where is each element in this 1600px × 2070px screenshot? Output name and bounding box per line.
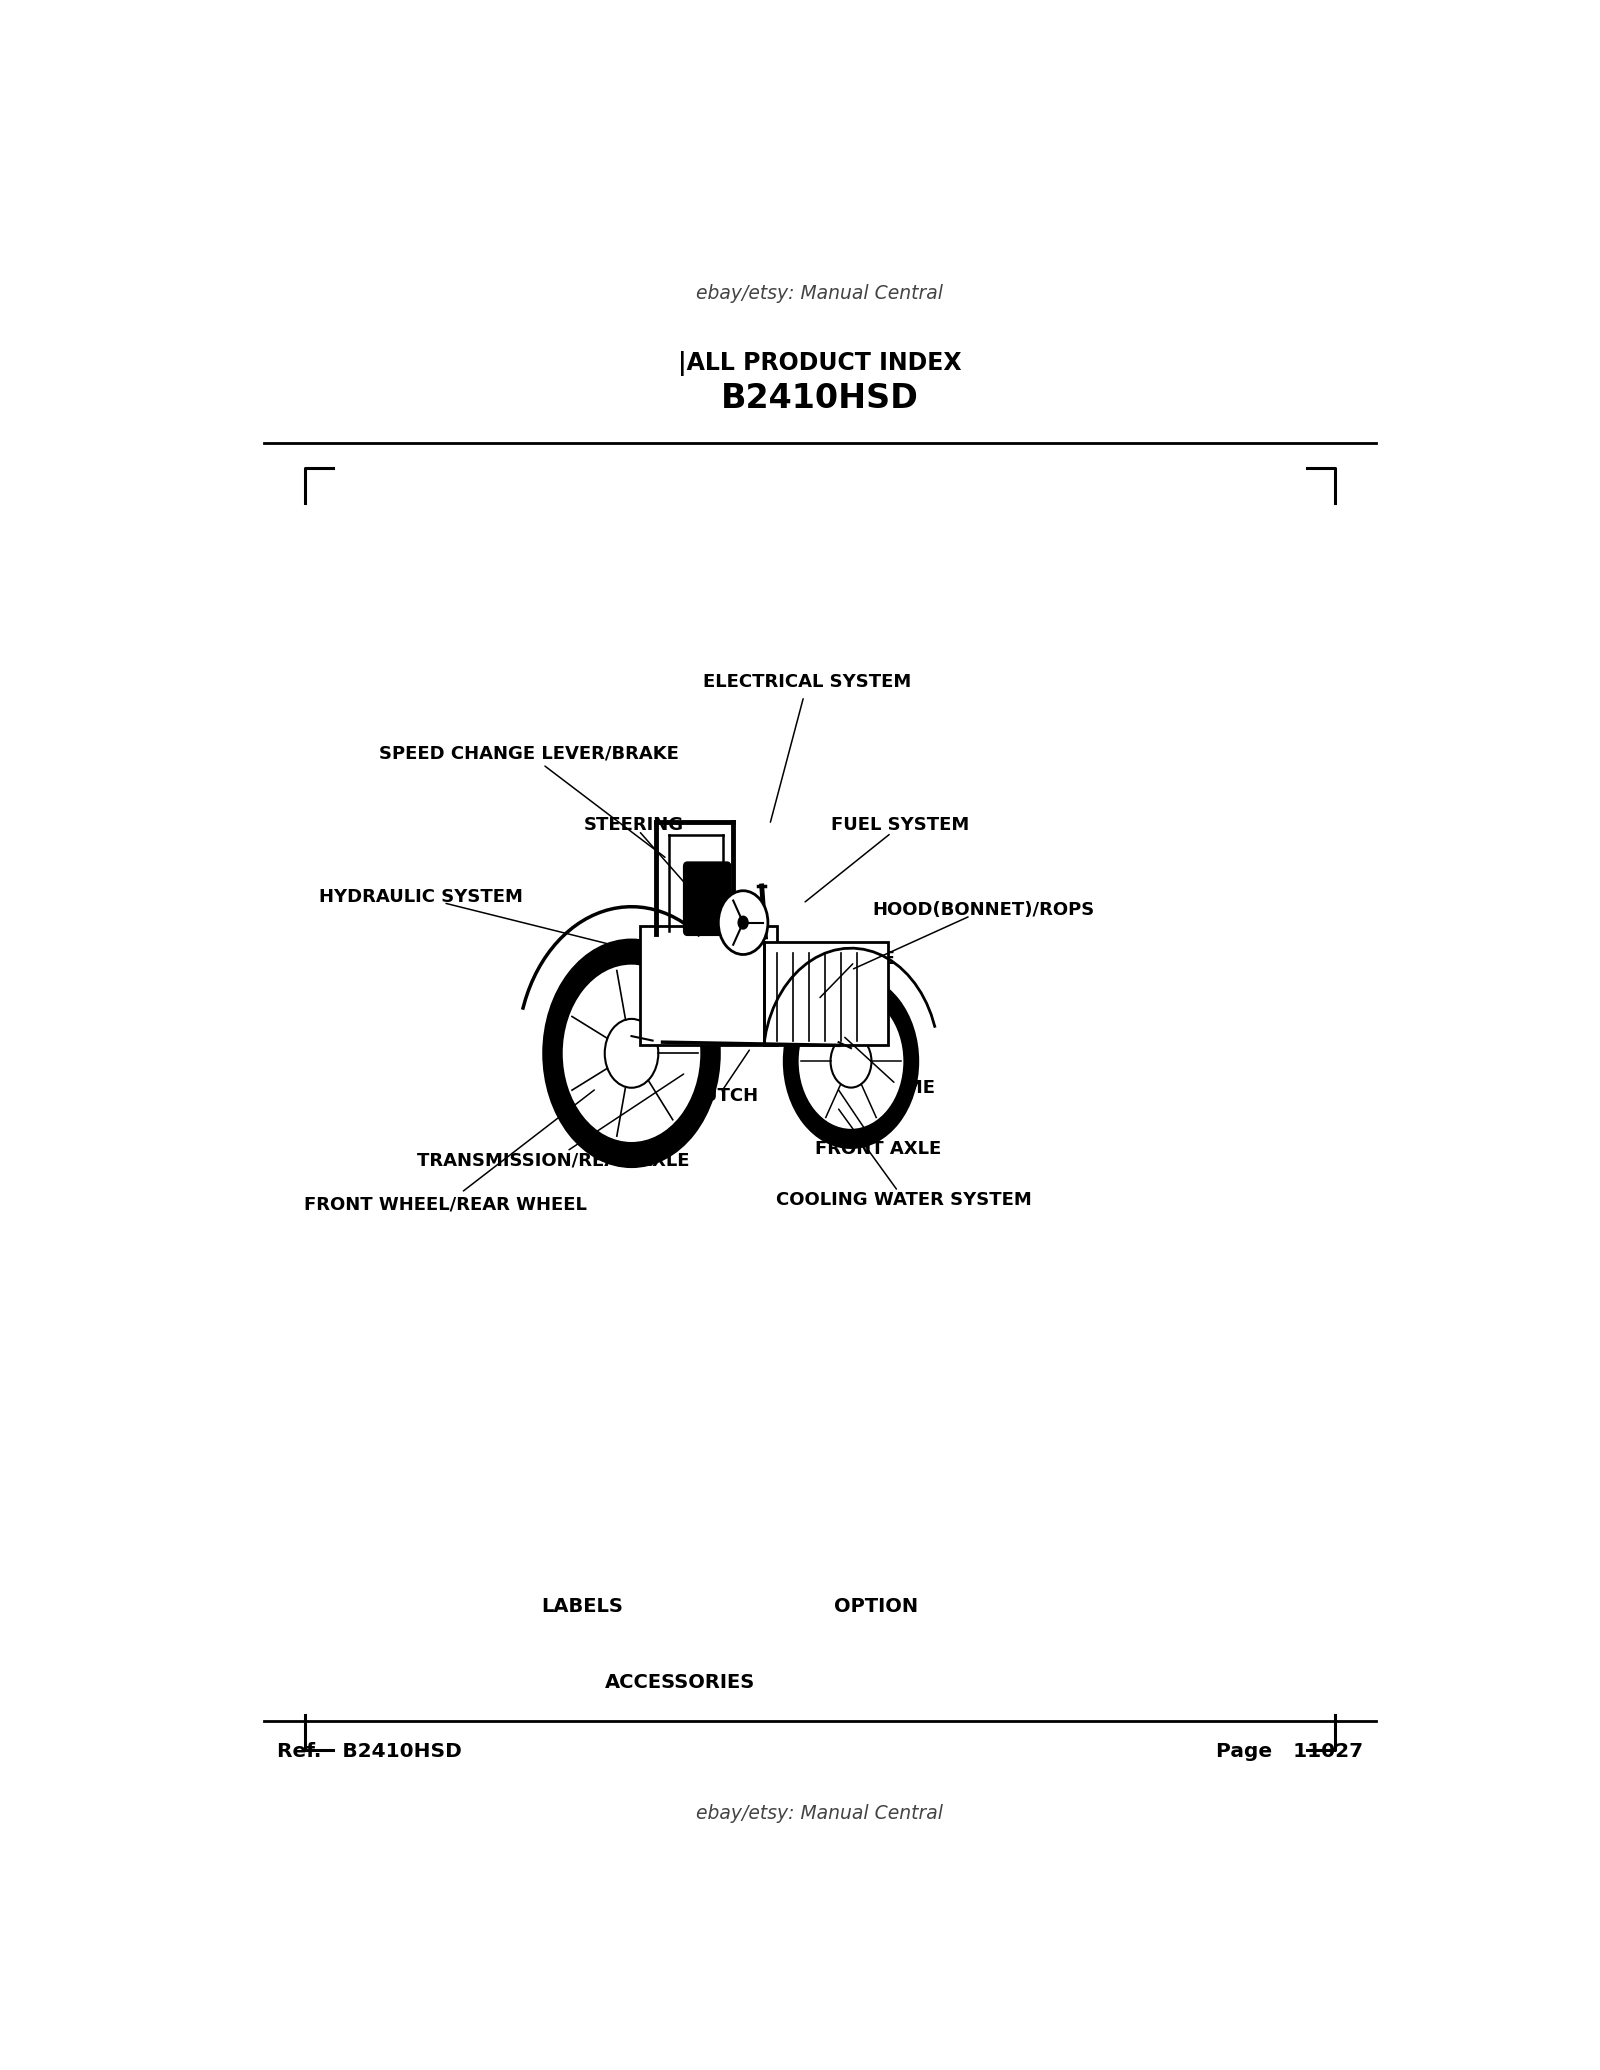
Text: FRAME: FRAME <box>866 1078 936 1097</box>
Text: CLUTCH: CLUTCH <box>678 1087 758 1105</box>
Text: LABELS: LABELS <box>541 1596 622 1617</box>
Text: COOLING WATER SYSTEM: COOLING WATER SYSTEM <box>776 1190 1032 1209</box>
Text: HYDRAULIC SYSTEM: HYDRAULIC SYSTEM <box>318 888 523 907</box>
Text: ebay/etsy: Manual Central: ebay/etsy: Manual Central <box>696 1805 944 1824</box>
Text: ebay/etsy: Manual Central: ebay/etsy: Manual Central <box>696 284 944 302</box>
Circle shape <box>562 965 701 1143</box>
Text: ENGINE: ENGINE <box>819 950 896 969</box>
Text: FRONT WHEEL/REAR WHEEL: FRONT WHEEL/REAR WHEEL <box>304 1196 587 1213</box>
Text: FRONT AXLE: FRONT AXLE <box>814 1141 941 1157</box>
Text: |ALL PRODUCT INDEX: |ALL PRODUCT INDEX <box>678 350 962 375</box>
Text: SPEED CHANGE LEVER/BRAKE: SPEED CHANGE LEVER/BRAKE <box>379 745 678 762</box>
Text: OPTION: OPTION <box>834 1596 918 1617</box>
Text: ACCESSORIES: ACCESSORIES <box>605 1673 755 1693</box>
Circle shape <box>798 994 904 1130</box>
FancyBboxPatch shape <box>765 942 888 1045</box>
Text: HOOD(BONNET)/ROPS: HOOD(BONNET)/ROPS <box>872 900 1094 919</box>
Text: FUEL SYSTEM: FUEL SYSTEM <box>832 816 970 834</box>
Circle shape <box>605 1018 658 1087</box>
FancyBboxPatch shape <box>640 925 776 1045</box>
Text: ELECTRICAL SYSTEM: ELECTRICAL SYSTEM <box>704 673 912 691</box>
Text: B2410HSD: B2410HSD <box>722 381 918 414</box>
Text: Page   11027: Page 11027 <box>1216 1743 1363 1762</box>
Circle shape <box>830 1035 872 1087</box>
Circle shape <box>782 973 918 1149</box>
Text: TRANSMISSION/REAR AXLE: TRANSMISSION/REAR AXLE <box>418 1151 690 1170</box>
FancyBboxPatch shape <box>683 861 731 936</box>
Circle shape <box>718 890 768 954</box>
Text: Ref.   B2410HSD: Ref. B2410HSD <box>277 1743 462 1762</box>
Circle shape <box>542 938 722 1167</box>
Text: STEERING: STEERING <box>584 816 685 834</box>
Circle shape <box>738 917 749 929</box>
